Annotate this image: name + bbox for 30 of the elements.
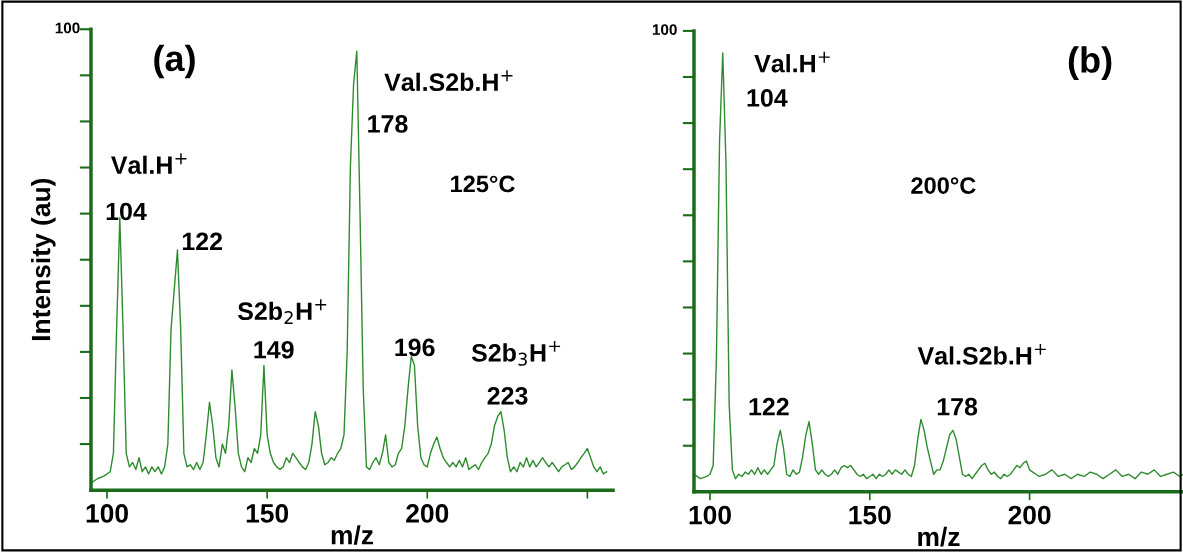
x-tick-label: 150: [849, 505, 891, 525]
x-axis-title: m/z: [918, 526, 960, 547]
x-tick-label: 200: [406, 504, 449, 523]
x-axis-title: m/z: [331, 525, 374, 545]
annotation: Val.H$^{+}$: [754, 51, 830, 73]
annotation: 149: [254, 340, 294, 359]
annotation: Val.S2b.H$^{+}$: [917, 343, 1046, 365]
chart-title: (a): [154, 44, 195, 79]
x-tick-label: 100: [86, 504, 128, 523]
x-tick-label: 200: [1008, 505, 1051, 525]
annotation: Val.S2b.H$^{+}$: [384, 70, 513, 92]
text: 200°C: [911, 177, 976, 194]
annotation: 178: [368, 115, 408, 133]
annotation: 178: [937, 397, 978, 416]
annotation: 223: [487, 387, 528, 405]
x-tick-label: 100: [689, 505, 731, 525]
annotation: 196: [395, 338, 435, 357]
annotation: 122: [182, 232, 223, 251]
text: 100: [652, 24, 677, 36]
annotation: 122: [749, 397, 789, 416]
y-axis-title: Intensity (au): [30, 178, 56, 341]
annotation: S2b$_{2}$H$^{+}$: [237, 299, 327, 324]
chart-title: (b): [1068, 46, 1112, 81]
annotation: Val.H$^{+}$: [111, 153, 187, 175]
x-tick-label: 150: [246, 504, 289, 523]
text: 125°C: [451, 175, 515, 193]
annotation: 104: [106, 202, 147, 221]
annotation: 104: [747, 89, 788, 107]
annotation: S2b$_{3}$H$^{+}$: [471, 340, 561, 366]
text: 100: [55, 22, 80, 34]
